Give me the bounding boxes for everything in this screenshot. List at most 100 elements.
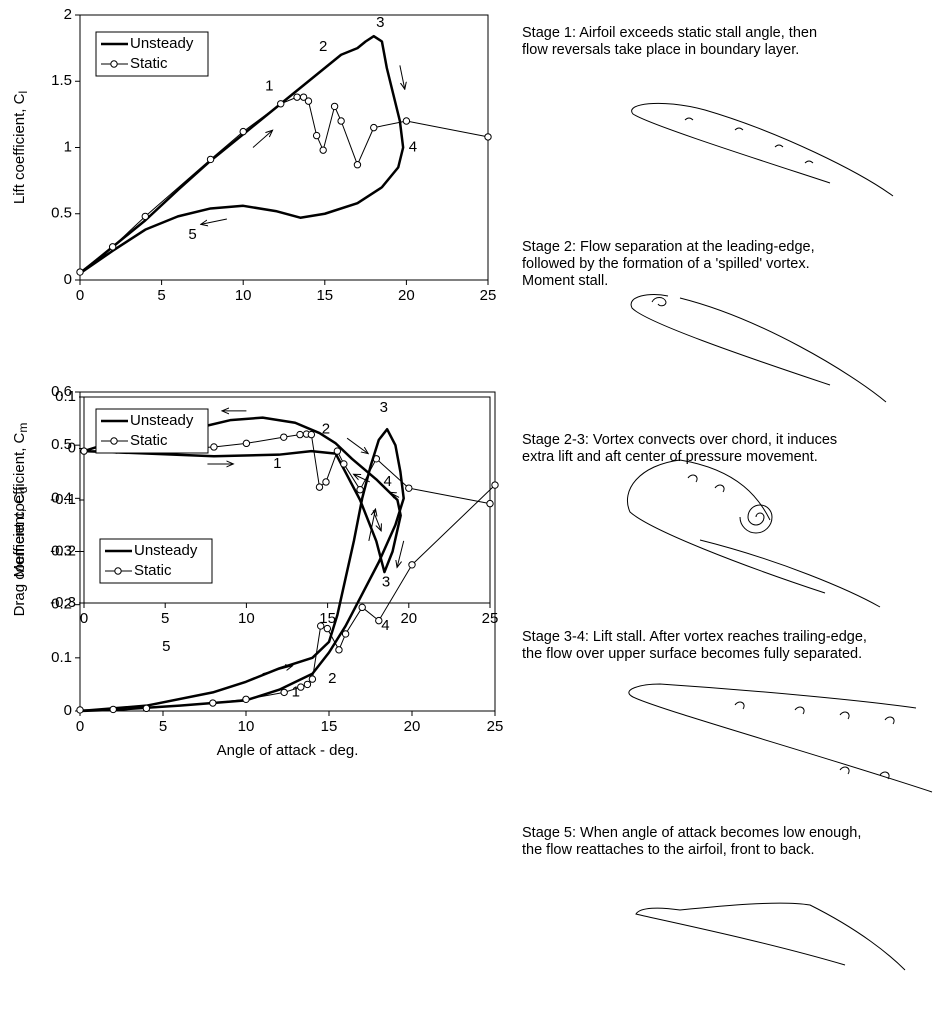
stage-text: Stage 1: Airfoil exceeds static stall an… [522,25,817,41]
y-tick-label: 0.5 [51,436,72,453]
static-point [408,561,416,569]
y-tick-label: 0.5 [51,205,72,222]
static-point [491,481,499,489]
static-point [341,630,350,638]
x-tick-label: 10 [238,610,255,627]
y-axis-label-text: Lift coefficient, C [11,93,28,204]
series-line [79,427,405,713]
static-point [242,439,251,448]
stage-number: 3 [376,14,384,31]
airfoil-stage-4 [628,683,933,793]
static-point [358,603,366,612]
legend-box [95,31,209,77]
x-tick-label: 15 [319,610,336,627]
stage-number: 2 [322,420,330,437]
static-point [304,97,313,105]
stage-number: 4 [381,617,389,634]
static-point [280,688,288,697]
static-point [333,447,342,455]
stage-text: Stage 2-3: Vortex convects over chord, i… [522,432,837,448]
static-point [484,133,492,141]
stage-text: Stage 5: When angle of attack becomes lo… [522,825,861,841]
x-tick-label: 25 [487,718,504,735]
y-axis-label-text: Drag coefficient, C [11,493,28,616]
x-tick-label: 0 [80,610,88,627]
stage-text: followed by the formation of a 'spilled'… [522,256,810,272]
y-tick-label: -0.3 [50,594,76,611]
x-tick-label: 20 [404,718,421,735]
static-point [323,624,332,633]
vortex-spiral [687,474,773,534]
static-point [206,155,215,164]
stage-number: 5 [188,226,196,243]
x-tick-label: 5 [157,287,165,304]
static-point [312,131,321,140]
y-tick-label: 0 [64,702,72,719]
y-tick-label: 0.1 [55,388,76,405]
x-tick-label: 10 [238,718,255,735]
y-tick-label: 1.5 [51,72,72,89]
direction-arrow [346,437,368,453]
static-point [299,93,308,101]
stage-number: 1 [292,683,300,700]
airfoil-stage-2 [630,294,887,403]
direction-arrow [389,492,400,497]
y-axis-label-text: Moment coefficient, C [11,432,28,577]
stage-number: 4 [384,473,392,490]
y-axis-label: Drag coefficient, Cd [11,487,30,617]
y-tick-label: 0 [64,271,72,288]
static-point [209,699,217,707]
airfoil-stage-3 [627,459,881,608]
legend-label: Unsteady [130,35,194,52]
x-tick-label: 20 [400,610,417,627]
y-axis-label-subscript: l [16,91,30,94]
static-point [335,646,343,654]
static-point [76,706,84,714]
legend-label: Unsteady [134,542,198,559]
legend-box [99,538,213,584]
x-tick-label: 5 [161,610,169,627]
stage-text: Moment stall. [522,273,608,289]
direction-arrow [368,509,376,541]
y-tick-label: 2 [64,6,72,23]
y-tick-label: 0.3 [51,542,72,559]
legend-marker [114,567,122,575]
y-tick-label: 1 [64,138,72,155]
y-tick-label: 0.2 [51,596,72,613]
airfoil-stage-5 [635,902,906,971]
stage-text: the flow over upper surface becomes full… [522,646,862,662]
spilled-vortex [651,297,667,307]
flow-reversal-marks [684,117,814,164]
static-point [330,102,339,111]
x-tick-label: 10 [235,287,252,304]
static-point [322,478,330,486]
airfoil-stage-1 [631,102,894,197]
x-tick-label: 25 [480,287,497,304]
static-point [142,704,151,713]
static-point [356,486,364,494]
airfoil-sketches [627,102,933,971]
y-axis-label-subscript: d [16,487,30,494]
y-tick-label: -0.2 [50,542,76,559]
direction-arrow [262,666,293,675]
static-point [109,705,117,714]
static-point [293,93,301,101]
series-line [79,484,496,711]
static-point [297,683,305,691]
static-point [210,443,218,451]
static-point [317,622,325,630]
stage-number: 1 [273,455,281,472]
y-axis-label-subscript: m [16,423,30,433]
static-point [80,447,88,455]
static-point [141,212,149,221]
y-tick-label: -0.1 [50,491,76,508]
static-point [308,675,317,683]
stage-text: Stage 3-4: Lift stall. After vortex reac… [522,629,867,645]
stage-number: 2 [319,38,327,55]
stage-number: 3 [380,399,388,416]
stage-text: Stage 2: Flow separation at the leading-… [522,239,815,255]
direction-arrow [397,540,405,568]
stage-number: 4 [409,138,417,155]
series-line [79,96,489,273]
